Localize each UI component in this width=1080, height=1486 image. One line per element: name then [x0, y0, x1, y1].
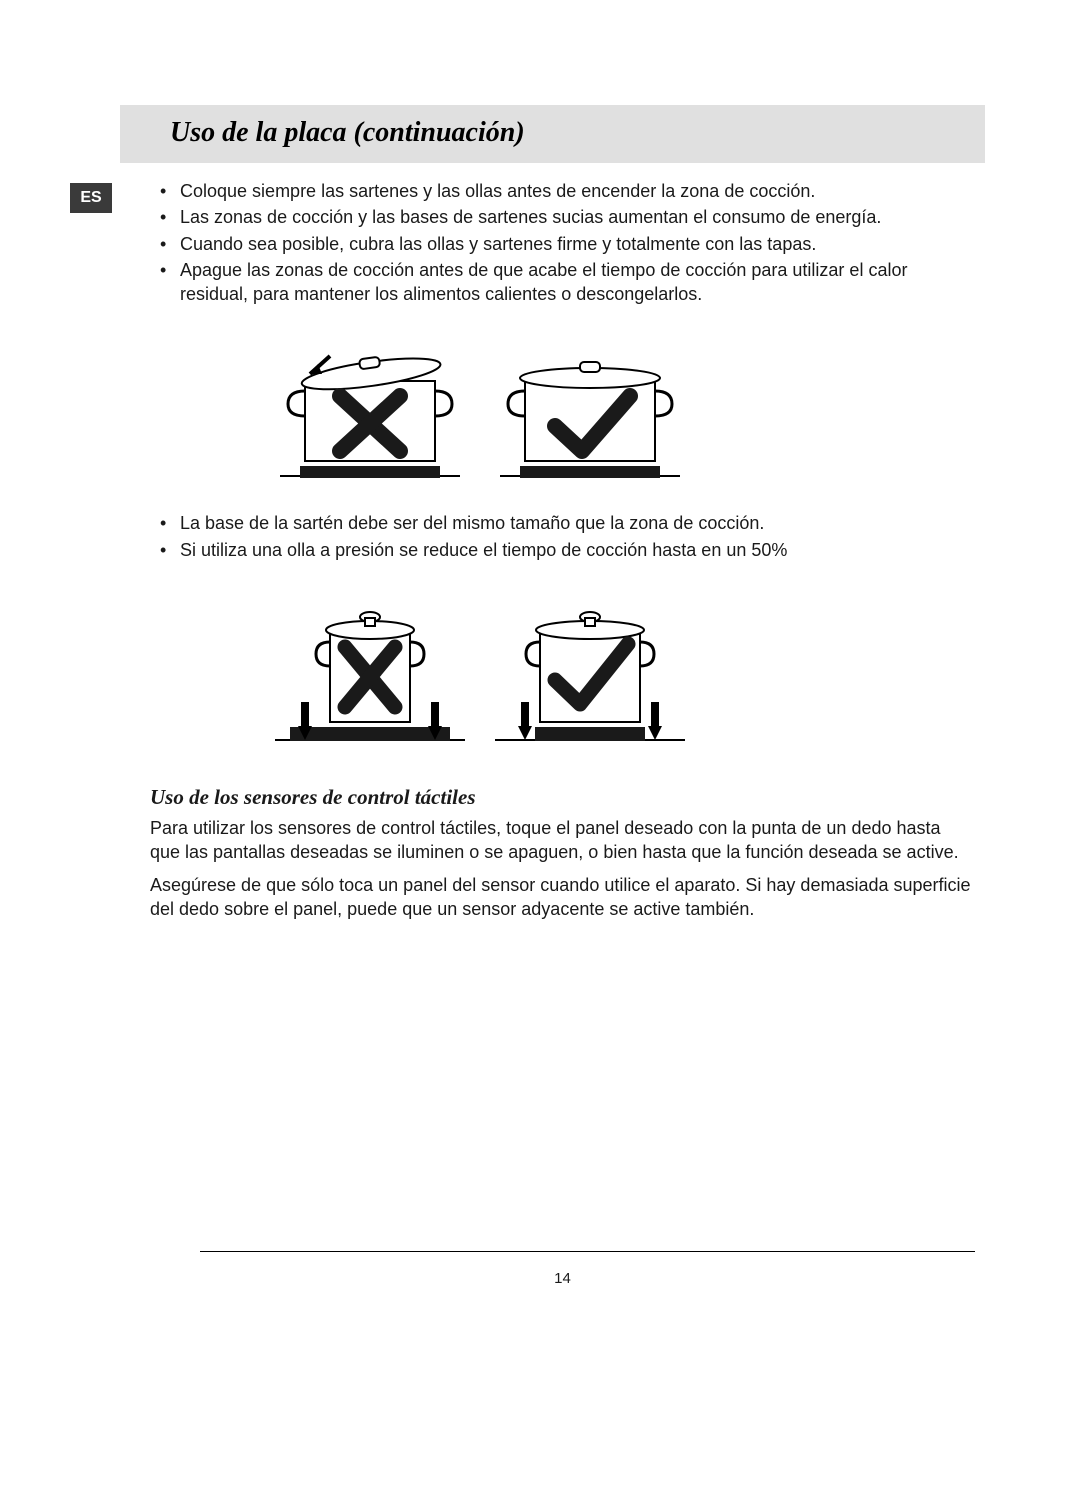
list-item: Cuando sea posible, cubra las ollas y sa… [180, 232, 975, 256]
section-subheading: Uso de los sensores de control táctiles [150, 785, 975, 810]
bullet-list-top: Coloque siempre las sartenes y las ollas… [150, 179, 975, 306]
page-number: 14 [150, 1270, 975, 1287]
pot-size-wrong [270, 582, 470, 757]
list-item: Si utiliza una olla a presión se reduce … [180, 538, 975, 562]
diagram-row-lids [270, 326, 975, 491]
page-title: Uso de la placa (continuación) [170, 117, 965, 149]
footer-rule [200, 1251, 975, 1252]
pot-lid-wrong [270, 326, 470, 491]
list-item: Las zonas de cocción y las bases de sart… [180, 205, 975, 229]
page-header-bar: Uso de la placa (continuación) [120, 105, 985, 163]
pot-lid-correct [490, 326, 690, 491]
diagram-row-size [270, 582, 975, 757]
language-tab: ES [70, 183, 112, 213]
pot-size-correct [490, 582, 690, 757]
list-item: La base de la sartén debe ser del mismo … [180, 511, 975, 535]
page-content: Coloque siempre las sartenes y las ollas… [150, 179, 975, 1287]
list-item: Coloque siempre las sartenes y las ollas… [180, 179, 975, 203]
paragraph: Asegúrese de que sólo toca un panel del … [150, 873, 975, 922]
paragraph: Para utilizar los sensores de control tá… [150, 816, 975, 865]
bullet-list-mid: La base de la sartén debe ser del mismo … [150, 511, 975, 562]
list-item: Apague las zonas de cocción antes de que… [180, 258, 975, 307]
